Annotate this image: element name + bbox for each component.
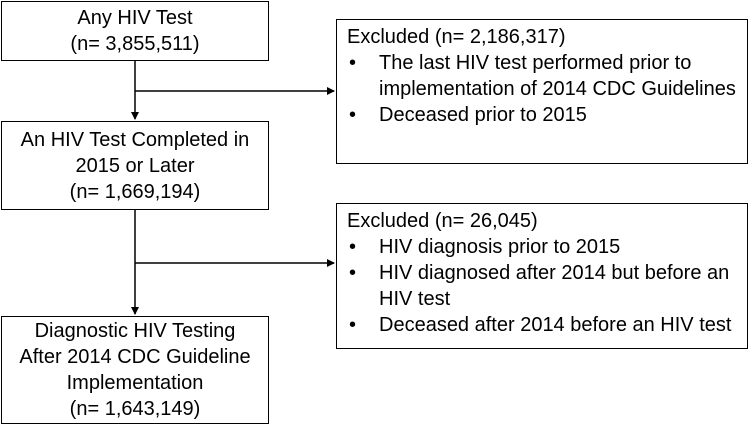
box-line: Any HIV Test bbox=[77, 7, 193, 29]
box-line: After 2014 CDC Guideline bbox=[19, 346, 251, 368]
box-line: (n= 1,669,194) bbox=[69, 180, 201, 203]
exclusion-item: HIV diagnosis prior to 2015 bbox=[347, 234, 747, 260]
box-line: (n= 1,643,149) bbox=[69, 398, 201, 420]
exclusion-list: The last HIV test performed prior to imp… bbox=[347, 50, 747, 128]
exclusion-box-2: Excluded (n= 26,045) HIV diagnosis prior… bbox=[336, 203, 748, 349]
box-line: An HIV Test Completed in bbox=[20, 128, 250, 151]
box-test-completed-2015: An HIV Test Completed in 2015 or Later (… bbox=[1, 121, 269, 210]
exclusion-title: Excluded (n= 2,186,317) bbox=[347, 26, 566, 48]
exclusion-item: Deceased prior to 2015 bbox=[347, 102, 747, 128]
exclusion-item: Deceased after 2014 before an HIV test bbox=[347, 312, 747, 338]
box-line: (n= 3,855,511) bbox=[70, 33, 200, 55]
box-diagnostic-testing: Diagnostic HIV Testing After 2014 CDC Gu… bbox=[1, 316, 269, 424]
exclusion-list: HIV diagnosis prior to 2015 HIV diagnose… bbox=[347, 234, 747, 338]
box-line: 2015 or Later bbox=[75, 154, 195, 177]
exclusion-box-1: Excluded (n= 2,186,317) The last HIV tes… bbox=[336, 19, 748, 164]
exclusion-item: HIV diagnosed after 2014 but before an H… bbox=[347, 260, 747, 312]
exclusion-title: Excluded (n= 26,045) bbox=[347, 210, 538, 232]
box-any-hiv-test: Any HIV Test (n= 3,855,511) bbox=[1, 1, 269, 61]
box-line: Implementation bbox=[66, 372, 204, 394]
box-line: Diagnostic HIV Testing bbox=[34, 320, 236, 342]
exclusion-item: The last HIV test performed prior to imp… bbox=[347, 50, 747, 102]
